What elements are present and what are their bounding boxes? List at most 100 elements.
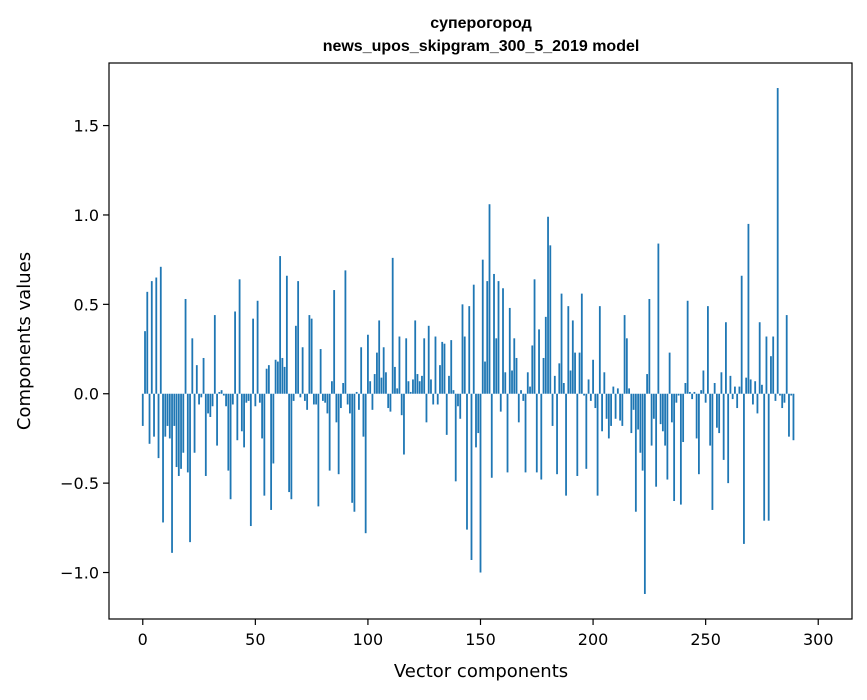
bar-197 [585,393,588,469]
bar-27 [202,357,205,394]
bar-287 [788,393,790,437]
bar-35 [220,390,223,394]
bar-246 [695,393,698,439]
bar-86 [335,393,338,423]
bar-10 [164,393,167,437]
bar-223 [643,393,646,594]
bar-92 [349,393,351,414]
bar-243 [688,391,691,394]
bar-127 [427,325,430,394]
bar-88 [340,393,342,409]
plot-frame [108,62,853,620]
bar-180 [547,216,549,394]
bar-49 [252,318,254,394]
bar-217 [630,393,633,434]
bar-12 [168,393,171,439]
bar-3 [148,393,151,444]
bar-176 [538,329,540,394]
bar-196 [583,393,585,396]
bar-280 [772,336,775,394]
bar-56 [267,365,270,394]
bar-211 [616,388,619,394]
bar-143 [463,336,466,394]
bar-13 [171,393,173,553]
bar-181 [549,245,552,394]
bar-284 [781,393,784,409]
bar-111 [391,257,394,394]
y-tick-label-3: 0.5 [74,295,99,314]
bar-90 [344,270,347,394]
bar-125 [423,338,426,394]
bar-206 [605,393,608,419]
bar-271 [752,393,754,405]
bar-162 [506,393,509,473]
bar-233 [666,393,669,480]
bar-34 [218,391,221,394]
bar-275 [761,384,763,394]
bar-59 [274,359,277,394]
bar-113 [396,388,399,394]
bar-254 [713,383,716,394]
bar-62 [281,357,284,394]
bar-120 [412,379,414,394]
y-axis-ticks: −1.0 −0.5 0.0 0.5 1.0 1.5 [60,117,109,583]
bar-123 [418,381,421,394]
bar-24 [195,365,198,394]
bar-138 [452,390,455,394]
bar-93 [351,393,354,503]
bar-150 [479,393,482,573]
bar-55 [265,368,268,394]
bar-100 [367,334,369,394]
bar-165 [513,338,516,394]
bar-132 [439,365,441,394]
bar-66 [290,393,293,500]
bar-282 [776,88,779,394]
bar-51 [256,300,259,394]
bar-32 [213,315,216,394]
bar-140 [457,393,459,407]
bar-221 [639,393,642,453]
bar-75 [310,318,313,394]
bar-79 [319,349,322,394]
bar-42 [236,393,239,441]
bar-258 [722,393,725,460]
bar-267 [743,393,745,544]
bar-278 [767,393,770,521]
bar-200 [592,359,594,394]
bar-256 [718,393,721,434]
bar-77 [315,393,318,405]
bar-214 [623,315,626,394]
bars-group [141,88,795,594]
bar-184 [556,393,558,475]
bar-163 [508,307,511,394]
bar-61 [279,256,282,394]
bar-116 [403,393,405,455]
bar-158 [497,281,500,394]
bar-142 [461,304,464,394]
bar-245 [693,391,696,394]
bar-251 [707,306,709,394]
bar-218 [632,393,635,410]
bar-105 [378,320,381,394]
bar-114 [398,336,401,394]
bar-41 [234,311,236,394]
bar-289 [792,393,795,441]
bar-247 [698,393,700,475]
bar-195 [580,293,583,394]
bar-141 [459,393,462,419]
x-tick-label-150: 150 [465,630,496,649]
bar-224 [646,374,649,394]
bar-102 [371,393,374,410]
bar-29 [207,393,209,414]
bar-124 [421,375,423,394]
bar-205 [603,372,606,394]
bar-2 [146,291,149,394]
bar-252 [709,393,712,446]
bar-236 [673,393,676,502]
bar-264 [736,393,739,409]
bar-151 [481,259,484,394]
bar-104 [376,352,378,394]
bar-57 [270,393,273,510]
x-tick-label-0: 0 [138,630,148,649]
